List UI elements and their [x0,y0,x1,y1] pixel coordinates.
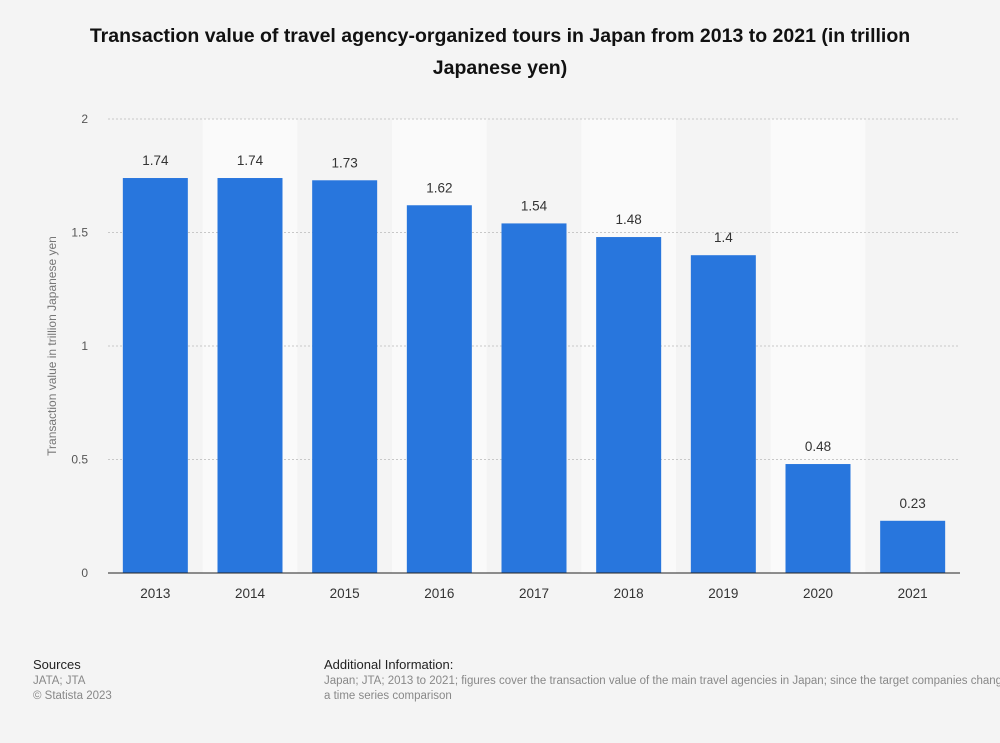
y-axis-title: Transaction value in trillion Japanese y… [45,236,59,456]
data-label: 1.73 [332,155,358,170]
bar [217,178,283,573]
sources-text: JATA; JTA [33,675,86,687]
x-tick-label: 2021 [898,586,928,601]
sources-heading: Sources [33,657,81,672]
x-tick-label: 2016 [424,586,454,601]
x-tick-label: 2019 [708,586,738,601]
data-label: 0.23 [900,496,926,511]
x-tick-label: 2020 [803,586,833,601]
copyright-text: © Statista 2023 [33,690,112,702]
data-label: 1.4 [714,230,733,245]
y-tick-label: 2 [81,112,88,126]
additional-info-heading: Additional Information: [324,657,454,672]
bar [406,205,472,573]
data-label: 1.54 [521,198,548,213]
bar [312,180,378,574]
bar [501,223,567,574]
data-label: 1.74 [237,153,264,168]
data-label: 1.48 [616,212,642,227]
x-tick-label: 2018 [614,586,644,601]
bar-chart: 0 0.5 1 1.5 2 1.74 2013 1.74 2014 1.73 2015 1.62 201… [45,112,960,601]
x-tick-label: 2017 [519,586,549,601]
bar [785,464,851,573]
y-tick-label: 1 [81,339,88,353]
chart-title: Transaction value of travel agency-organ… [89,25,911,79]
additional-info-block: Additional Information: Japan; JTA; 2013… [324,657,1000,704]
sources-block: Sources JATA; JTA © Statista 2023 [33,657,112,704]
bar [122,178,188,573]
bar [690,255,756,573]
additional-info-text: Japan; JTA; 2013 to 2021; figures cover … [324,675,1000,687]
y-tick-label: 1.5 [71,226,88,240]
data-label: 0.48 [805,439,831,454]
bar [596,237,662,574]
x-tick-label: 2013 [140,586,170,601]
data-label: 1.62 [426,180,452,195]
y-tick-label: 0.5 [71,453,88,467]
data-label: 1.74 [142,153,169,168]
y-tick-label: 0 [81,566,88,580]
additional-info-text-2: a time series comparison [324,690,452,702]
x-tick-label: 2015 [330,586,360,601]
x-tick-label: 2014 [235,586,266,601]
bar [880,520,946,573]
